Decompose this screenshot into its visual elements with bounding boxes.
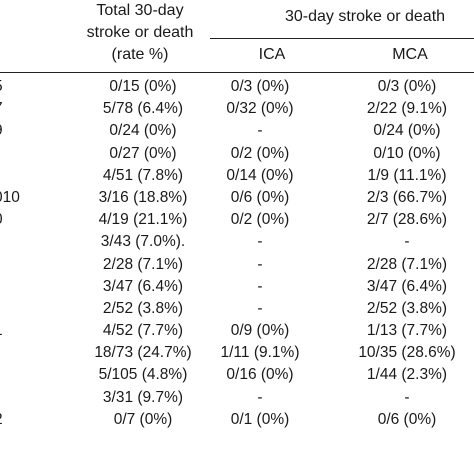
table-body: 5 0/15 (0%) 0/3 (0%) 0/3 (0%) 7 5/78 (6.… (0, 76, 474, 431)
ica-cell: 0/14 (0%) (226, 166, 294, 184)
ica-cell: 1/11 (9.1%) (220, 344, 300, 362)
total-cell: 5/105 (4.8%) (98, 366, 188, 384)
total-cell: 3/16 (18.8%) (98, 188, 188, 206)
ica-cell: - (257, 255, 263, 273)
table-row: 4/51 (7.8%) 0/14 (0%) 1/9 (11.1%) (0, 165, 474, 187)
header-group: 30-day stroke or death (284, 8, 446, 25)
ica-cell: 0/32 (0%) (226, 100, 294, 118)
mca-cell: - (404, 388, 410, 406)
header-total-line3: (rate %) (111, 46, 169, 63)
table-row: 18/73 (24.7%) 1/11 (9.1%) 10/35 (28.6%) (0, 342, 474, 364)
mca-cell: 0/3 (0%) (377, 78, 437, 95)
table-row: 3/47 (6.4%) - 3/47 (6.4%) (0, 276, 474, 298)
ica-cell: - (257, 122, 263, 140)
table-row: 2/52 (3.8%) - 2/52 (3.8%) (0, 298, 474, 320)
mca-cell: 2/28 (7.1%) (366, 255, 448, 273)
ica-cell: - (257, 388, 263, 406)
ica-cell: - (257, 277, 263, 295)
total-cell: 0/15 (0%) (109, 78, 177, 95)
table-row: 010 3/16 (18.8%) 0/6 (0%) 2/3 (66.7%) (0, 187, 474, 209)
mca-cell: 0/24 (0%) (373, 122, 441, 140)
row-label-cell: 010 (0, 188, 20, 206)
mca-cell: - (404, 233, 410, 251)
table-row: 0/27 (0%) 0/2 (0%) 0/10 (0%) (0, 143, 474, 165)
ica-cell: 0/3 (0%) (230, 78, 290, 95)
table-row: 9 0/24 (0%) - 0/24 (0%) (0, 120, 474, 142)
mca-cell: 2/22 (9.1%) (366, 100, 448, 118)
mca-cell: 10/35 (28.6%) (358, 344, 456, 362)
header-total: Total 30-day stroke or death (rate %) (40, 0, 240, 66)
total-cell: 2/28 (7.1%) (102, 255, 184, 273)
table-row: 3/43 (7.0%). - - (0, 231, 474, 253)
ica-cell: 0/6 (0%) (230, 188, 290, 206)
total-cell: 2/52 (3.8%) (102, 299, 184, 317)
header-total-line2: stroke or death (86, 24, 194, 41)
total-cell: 3/43 (7.0%). (100, 233, 186, 251)
group-rule (210, 38, 474, 39)
mca-cell: 1/9 (11.1%) (367, 166, 447, 184)
row-label-cell: 7 (0, 98, 24, 120)
header-ica: ICA (258, 46, 286, 63)
table-row: 7 5/78 (6.4%) 0/32 (0%) 2/22 (9.1%) (0, 98, 474, 120)
total-cell: 5/78 (6.4%) (102, 100, 184, 118)
table-row: 2/28 (7.1%) - 2/28 (7.1%) (0, 254, 474, 276)
total-cell: 18/73 (24.7%) (94, 344, 192, 362)
mca-cell: 0/10 (0%) (373, 144, 441, 162)
row-label-cell: 5 (0, 76, 24, 98)
table-row: 0 4/19 (21.1%) 0/2 (0%) 2/7 (28.6%) (0, 209, 474, 231)
ica-cell: 0/16 (0%) (226, 366, 294, 384)
total-cell: 4/19 (21.1%) (98, 211, 188, 229)
total-cell: 4/51 (7.8%) (102, 166, 184, 184)
ica-cell: - (257, 233, 263, 251)
mca-cell: 2/52 (3.8%) (366, 299, 448, 317)
ica-cell: 0/1 (0%) (230, 410, 290, 428)
total-cell: 0/27 (0%) (109, 144, 177, 162)
ica-cell: - (257, 299, 263, 317)
mca-cell: 2/7 (28.6%) (366, 211, 448, 229)
total-cell: 3/47 (6.4%) (102, 277, 184, 295)
row-label-cell: 1 (0, 320, 24, 342)
mca-cell: 2/3 (66.7%) (366, 188, 448, 206)
total-cell: 0/24 (0%) (109, 122, 177, 140)
mca-cell: 3/47 (6.4%) (366, 277, 448, 295)
mca-cell: 1/13 (7.7%) (366, 322, 448, 340)
table-row: 3/31 (9.7%) - - (0, 387, 474, 409)
header-total-line1: Total 30-day (96, 2, 184, 19)
header-bottom-rule (0, 72, 474, 73)
mca-cell: 0/6 (0%) (377, 410, 437, 428)
row-label-cell: 9 (0, 120, 24, 142)
header-mca: MCA (392, 46, 428, 63)
total-cell: 3/31 (9.7%) (102, 388, 184, 406)
row-label-cell: 2 (0, 409, 24, 431)
row-label-cell: 0 (0, 209, 24, 231)
ica-cell: 0/2 (0%) (230, 211, 290, 229)
table-row: 5/105 (4.8%) 0/16 (0%) 1/44 (2.3%) (0, 364, 474, 386)
total-cell: 4/52 (7.7%) (102, 322, 184, 340)
mca-cell: 1/44 (2.3%) (366, 366, 448, 384)
ica-cell: 0/9 (0%) (230, 322, 290, 340)
table-row: 5 0/15 (0%) 0/3 (0%) 0/3 (0%) (0, 76, 474, 98)
total-cell: 0/7 (0%) (113, 410, 173, 428)
ica-cell: 0/2 (0%) (230, 144, 290, 162)
table-row: 1 4/52 (7.7%) 0/9 (0%) 1/13 (7.7%) (0, 320, 474, 342)
table-row: 2 0/7 (0%) 0/1 (0%) 0/6 (0%) (0, 409, 474, 431)
